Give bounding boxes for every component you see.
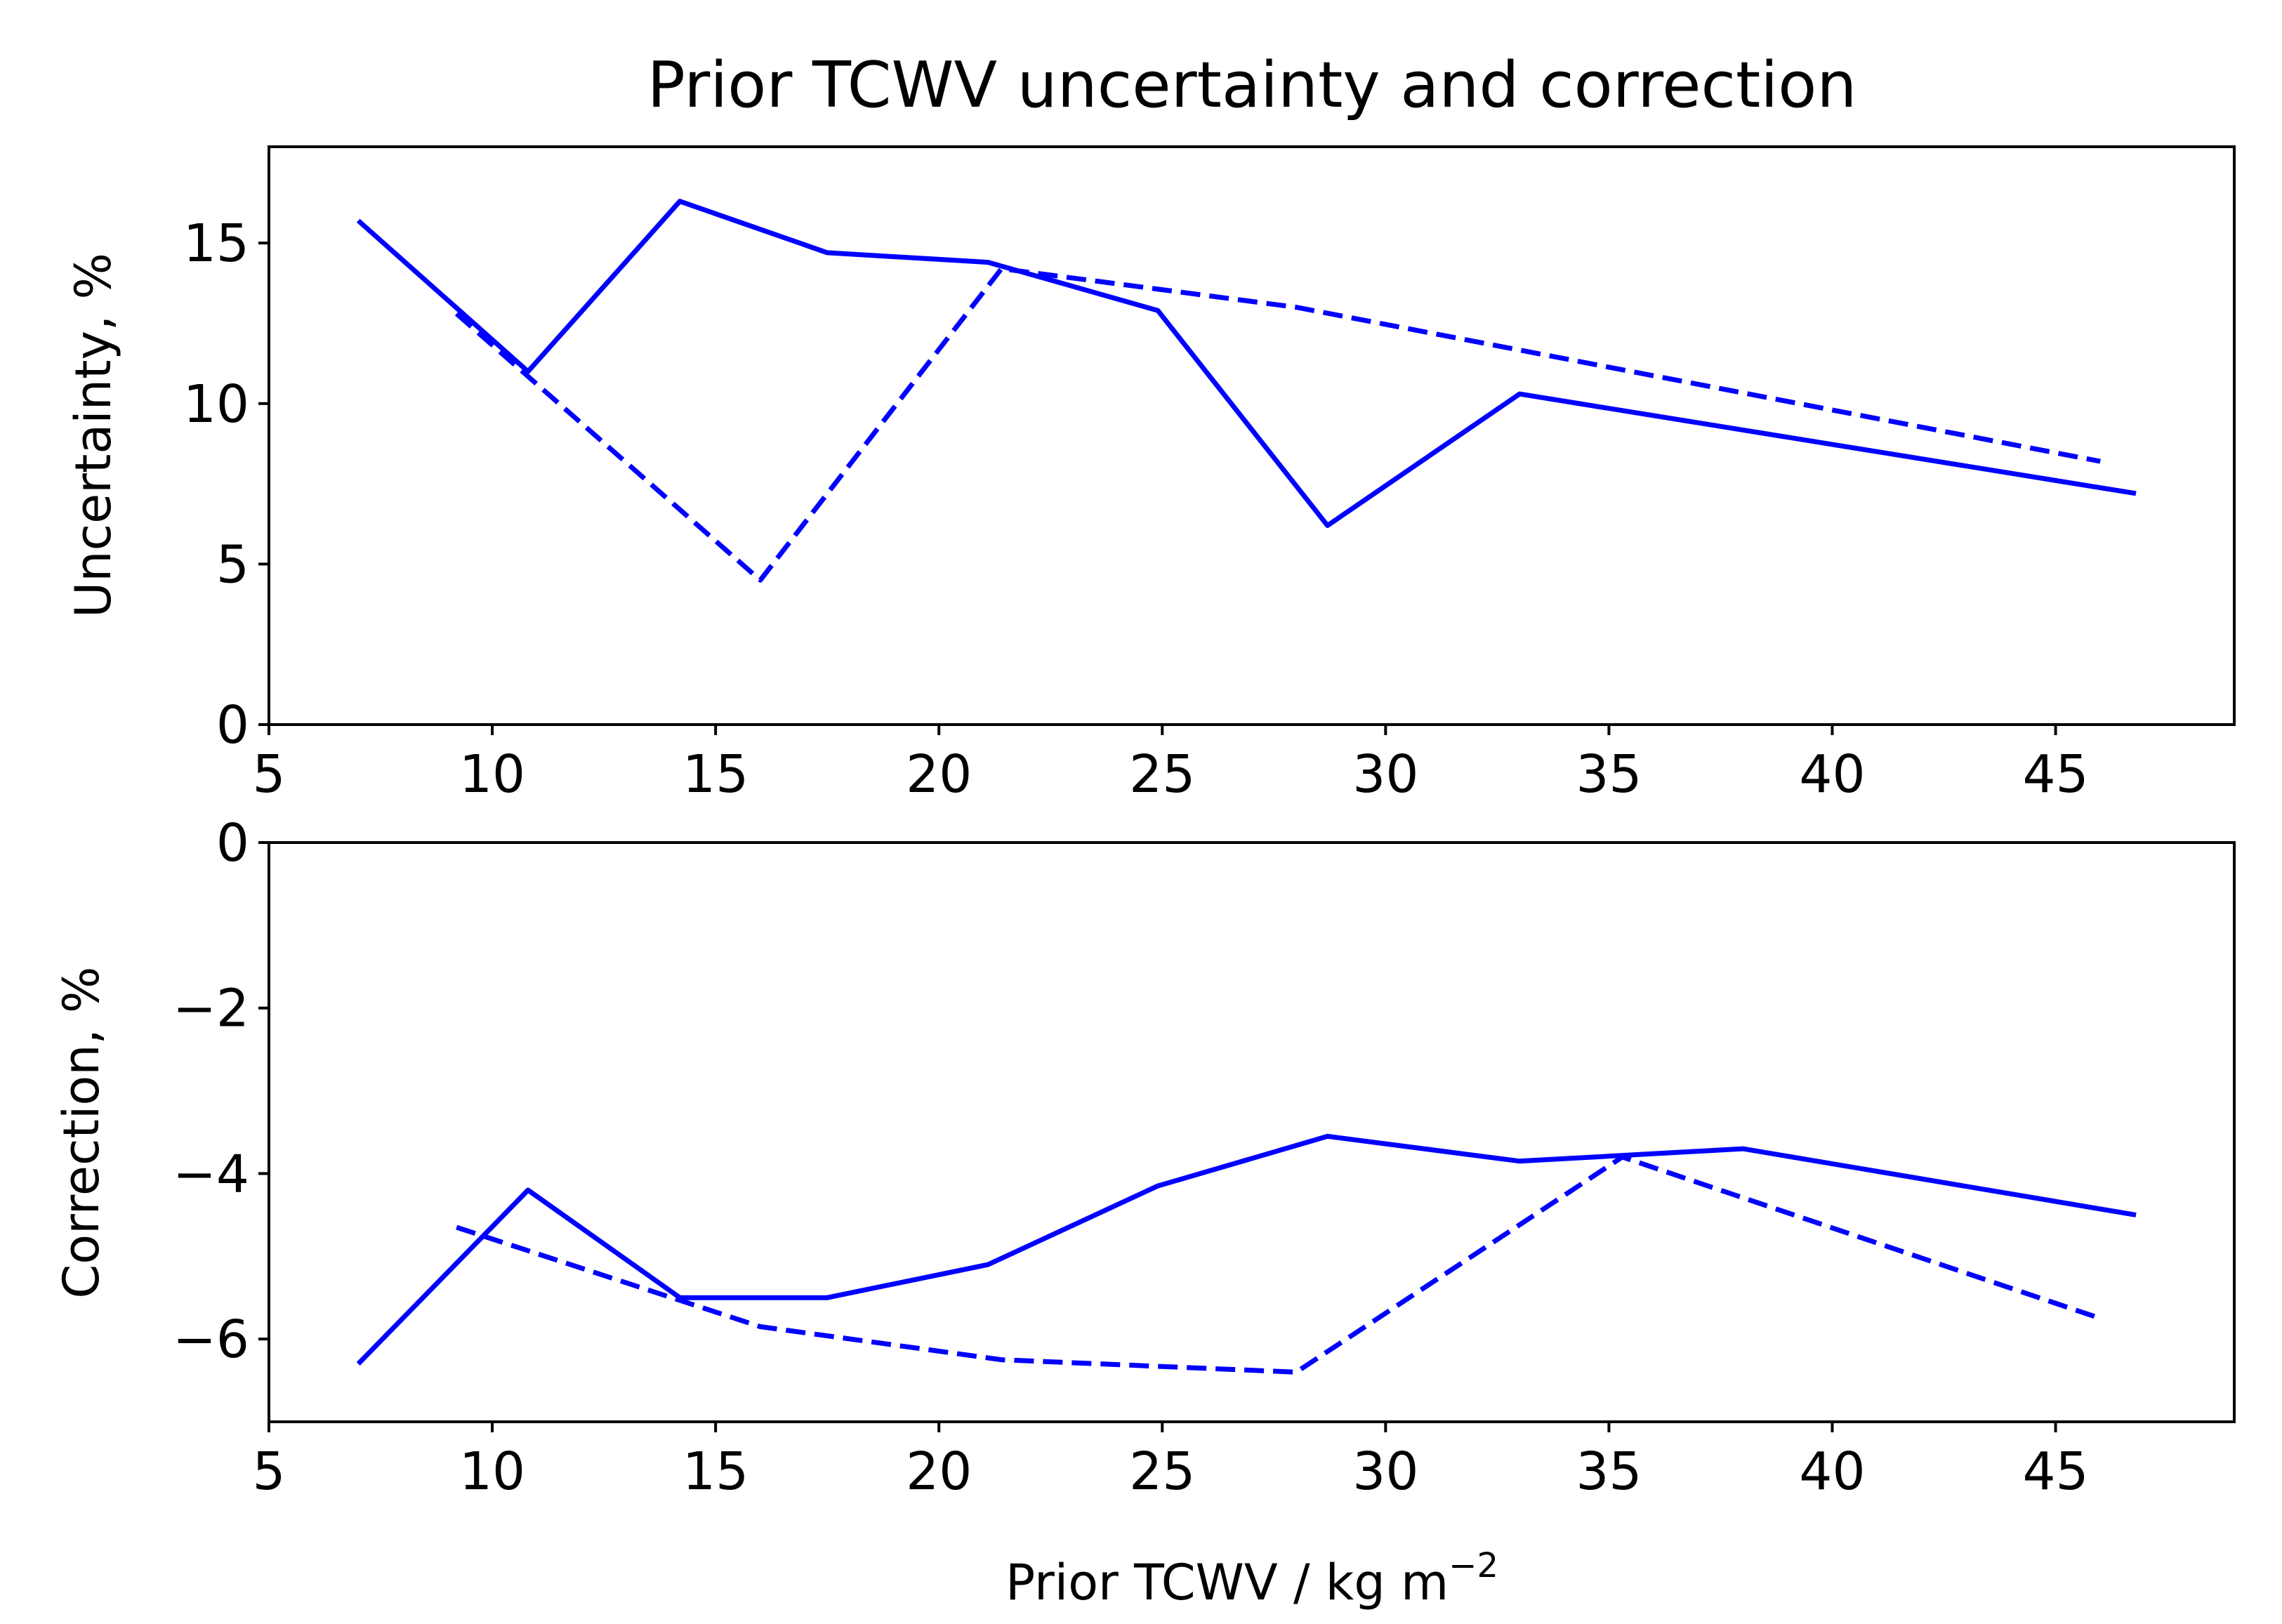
correction-plot-frame [268, 841, 2236, 1423]
x-axis-label-superscript: −2 [1449, 1546, 1498, 1585]
uncertainty-x-tick-label: 45 [2022, 744, 2088, 805]
correction-series-group [356, 1133, 2137, 1375]
correction-x-tick-label: 25 [1129, 1441, 1195, 1502]
uncertainty-y-axis: 0 5 10 15 [183, 213, 269, 755]
uncertainty-y-tick-label: 15 [183, 213, 249, 274]
uncertainty-y-tick-label: 10 [183, 374, 249, 435]
uncertainty-x-tick-label: 15 [682, 744, 748, 805]
correction-panel: 5 10 15 20 25 30 35 40 45 0−2−4−6 Correction, % … [53, 813, 2236, 1611]
correction-x-tick-label: 15 [682, 1441, 748, 1502]
correction-x-axis-label: Prior TCWV / kg m−2 [1005, 1546, 1498, 1611]
correction-y-axis: 0 −2 −4 −6 [173, 813, 269, 1370]
uncertainty-series-group [356, 199, 2137, 583]
uncertainty-x-tick-label: 35 [1576, 744, 1642, 805]
correction-series-dashed-line [456, 1154, 2102, 1375]
correction-y-tick-label: −6 [173, 1309, 249, 1370]
uncertainty-y-tick-label: 5 [216, 534, 249, 595]
uncertainty-x-axis: 5 10 15 20 25 30 35 40 45 [252, 725, 2089, 805]
correction-x-tick-label: 5 [252, 1441, 285, 1502]
uncertainty-series-solid-line [356, 199, 2137, 528]
correction-x-tick-label: 10 [459, 1441, 525, 1502]
uncertainty-plot-frame [268, 145, 2236, 726]
correction-x-tick-label: 40 [1799, 1441, 1865, 1502]
correction-y-tick-label: −4 [173, 1144, 249, 1204]
uncertainty-x-tick-label: 20 [906, 744, 972, 805]
correction-y-tick-label: 0 [216, 813, 249, 873]
uncertainty-series-dashed-line [454, 266, 2101, 583]
correction-x-tick-label: 35 [1576, 1441, 1642, 1502]
uncertainty-y-axis-label: Uncertainty, % [65, 253, 122, 618]
correction-x-tick-label: 45 [2022, 1441, 2088, 1502]
uncertainty-x-tick-label: 25 [1129, 744, 1195, 805]
correction-x-tick-label: 30 [1352, 1441, 1418, 1502]
uncertainty-y-tick-label: 0 [216, 695, 249, 755]
correction-x-axis: 5 10 15 20 25 30 35 40 45 [252, 1422, 2089, 1502]
correction-x-tick-label: 20 [906, 1441, 972, 1502]
correction-y-tick-label: −2 [173, 979, 249, 1039]
correction-series-solid-line [356, 1133, 2137, 1366]
uncertainty-x-tick-label: 40 [1799, 744, 1865, 805]
uncertainty-x-tick-label: 30 [1352, 744, 1418, 805]
chart-title: Prior TCWV uncertainty and correction [647, 48, 1857, 122]
x-axis-label-text: Prior TCWV / kg m [1005, 1554, 1449, 1611]
correction-y-axis-label: Correction, % [53, 966, 110, 1298]
uncertainty-x-tick-label: 5 [252, 744, 285, 805]
uncertainty-x-tick-label: 10 [459, 744, 525, 805]
